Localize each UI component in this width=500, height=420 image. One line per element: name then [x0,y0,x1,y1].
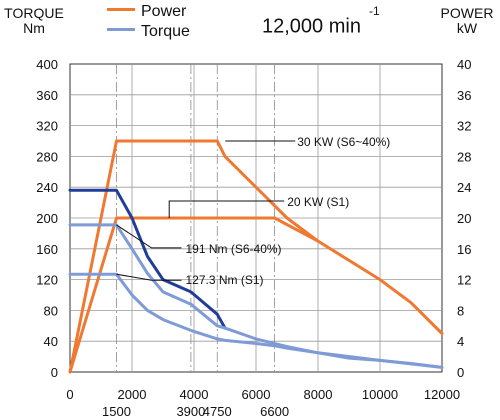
annotation-label: 191 Nm (S6-40%) [186,242,282,256]
right-tick-label: 40 [457,57,471,72]
annotation-label: 20 KW (S1) [287,195,349,209]
legend-power-label: Power [141,3,187,20]
x-tick-label: 10000 [362,387,398,402]
x-tick-label: 2000 [118,387,147,402]
marked-speed-label: 3900 [176,404,205,419]
left-tick-label: 120 [36,273,58,288]
left-tick-label: 320 [36,119,58,134]
left-tick-label: 360 [36,88,58,103]
annotation-leader [116,224,182,249]
x-tick-label: 8000 [304,387,333,402]
legend-torque-swatch [107,28,135,32]
annotation-leader [116,273,182,281]
right-tick-label: 32 [457,119,471,134]
annotation-label: 127.3 Nm (S1) [186,273,264,287]
right-tick-label: 8 [457,303,464,318]
left-tick-label: 40 [44,334,58,349]
left-tick-label: 80 [44,303,58,318]
max-speed-exponent: -1 [368,4,380,18]
power-series-line [68,139,444,374]
left-axis-title: TORQUE [4,5,64,21]
legend-power: Power [107,4,186,20]
legend-torque-label: Torque [141,23,190,40]
right-axis-header: POWER kW [436,6,498,36]
left-tick-label: 280 [36,149,58,164]
left-tick-label: 0 [51,365,58,380]
max-speed-label: 12,000 min -1 [262,4,380,39]
right-tick-label: 24 [457,180,471,195]
marked-speed-label: 6600 [260,404,289,419]
right-tick-label: 28 [457,149,471,164]
legend-torque: Torque [107,24,190,40]
x-tick-label: 0 [66,387,73,402]
x-tick-label: 4000 [180,387,209,402]
right-axis-unit: kW [456,20,478,36]
power-series-line [68,216,320,374]
right-tick-label: 12 [457,273,471,288]
right-tick-label: 20 [457,211,471,226]
torque-series-line [68,188,227,330]
left-axis-header: TORQUE Nm [2,6,66,36]
torque-series-line [68,272,444,369]
right-tick-label: 0 [457,365,464,380]
right-tick-label: 36 [457,88,471,103]
legend-power-swatch [107,8,135,12]
x-tick-label: 12000 [424,387,460,402]
annotation-label: 30 KW (S6~40%) [297,135,390,149]
x-tick-label: 6000 [242,387,271,402]
right-axis-title: POWER [440,5,494,21]
left-tick-label: 400 [36,57,58,72]
marked-speed-label: 4750 [203,404,232,419]
marked-speed-label: 1500 [102,404,131,419]
right-tick-label: 16 [457,242,471,257]
max-speed-value: 12,000 min [262,15,361,38]
left-tick-label: 160 [36,242,58,257]
left-axis-unit: Nm [23,20,45,36]
left-tick-label: 240 [36,180,58,195]
annotation-leader [168,200,285,218]
right-tick-label: 4 [457,334,464,349]
left-tick-label: 200 [36,211,58,226]
